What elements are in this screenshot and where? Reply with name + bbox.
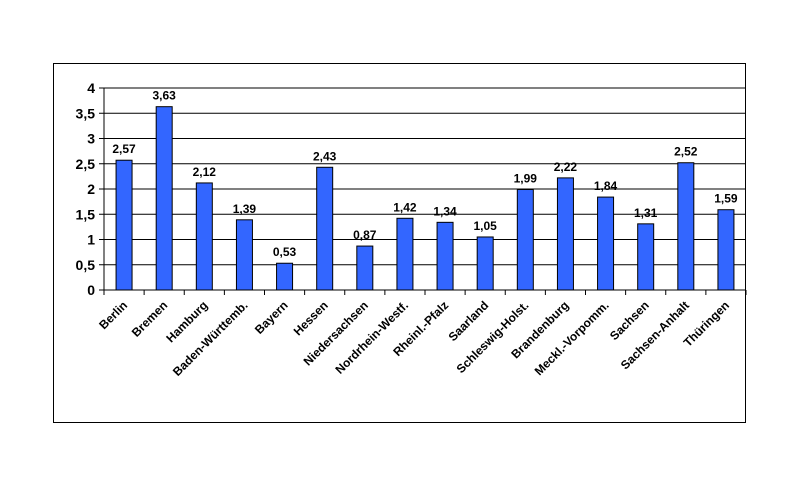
category-label: Nordrhein-Westf. [332, 298, 411, 377]
y-tick-label: 0 [87, 282, 95, 298]
category-label: Berlin [96, 298, 130, 332]
bar [356, 245, 374, 291]
data-label: 1,39 [233, 202, 257, 216]
y-tick-label: 1,5 [76, 206, 96, 222]
data-label: 1,59 [714, 192, 738, 206]
data-label: 1,05 [474, 219, 498, 233]
bar [637, 223, 655, 291]
category-label: Bayern [252, 298, 291, 337]
bar [717, 209, 735, 291]
bar [396, 217, 414, 291]
data-label: 0,87 [353, 228, 377, 242]
bar [597, 196, 615, 291]
bar [235, 219, 253, 291]
y-tick-label: 3,5 [76, 105, 96, 121]
bar [556, 177, 574, 291]
bar [516, 189, 534, 291]
bar [276, 262, 294, 291]
data-label: 1,99 [514, 172, 538, 186]
bar [195, 182, 213, 291]
bar [476, 236, 494, 291]
category-label: Baden-Württemb. [170, 298, 251, 379]
data-label: 1,34 [433, 204, 457, 218]
data-label: 2,52 [674, 145, 698, 159]
category-label: Meckl.-Vorpomm. [532, 298, 612, 378]
data-label: 2,57 [112, 142, 136, 156]
data-label: 1,42 [393, 200, 417, 214]
category-label: Sachsen-Anhalt [618, 298, 692, 372]
category-label: Hessen [291, 298, 331, 338]
category-label: Schleswig-Holst. [454, 298, 532, 376]
y-tick-label: 4 [87, 80, 95, 96]
y-tick-label: 3 [87, 131, 95, 147]
y-tick-label: 0,5 [76, 257, 96, 273]
data-label: 1,31 [634, 206, 658, 220]
data-label: 1,84 [594, 179, 618, 193]
bar [677, 162, 695, 291]
bar [155, 106, 173, 291]
data-label: 2,12 [193, 165, 217, 179]
data-label: 2,22 [554, 160, 578, 174]
data-label: 2,43 [313, 149, 337, 163]
data-label: 0,53 [273, 245, 297, 259]
bar [436, 221, 454, 291]
bar [316, 166, 334, 291]
data-label: 3,63 [153, 89, 177, 103]
y-tick-label: 2 [87, 181, 95, 197]
y-tick-label: 1 [87, 232, 95, 248]
y-tick-label: 2,5 [76, 156, 96, 172]
bar [115, 159, 133, 291]
